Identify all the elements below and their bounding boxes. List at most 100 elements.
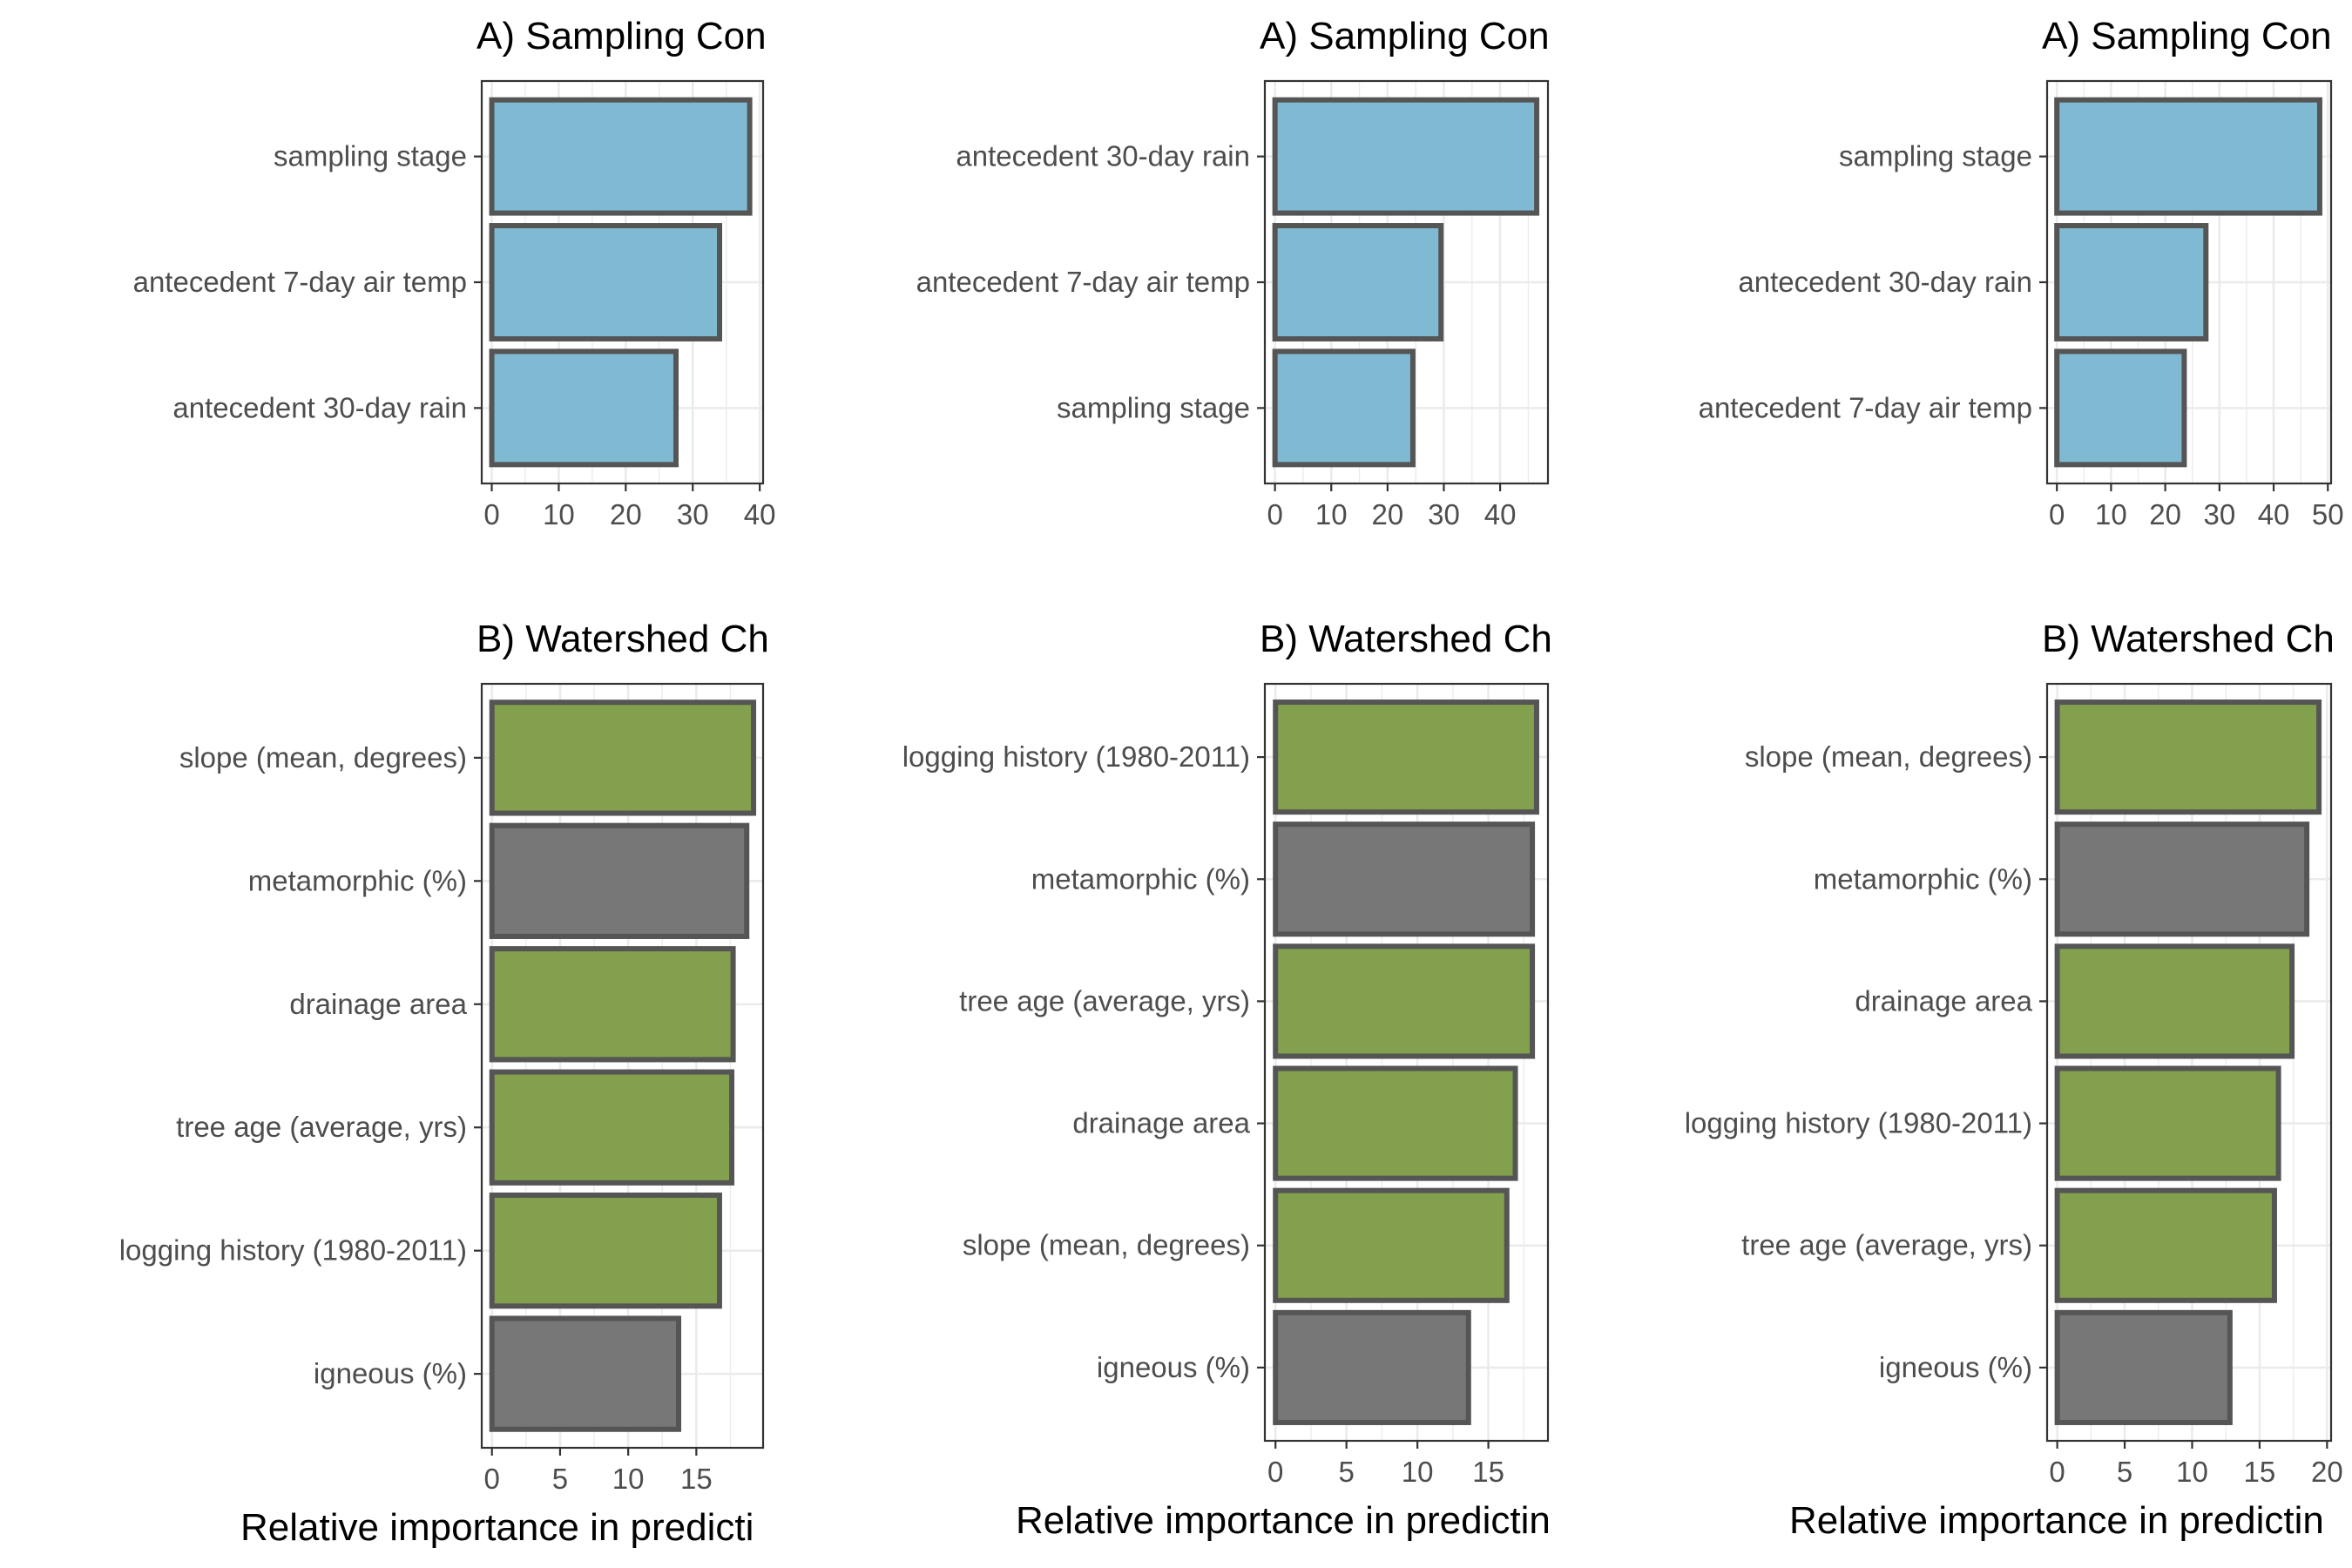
y-tick-label: slope (mean, degrees) — [963, 1229, 1250, 1261]
bar-5 — [2054, 1187, 2277, 1303]
y-tick-label: drainage area — [289, 988, 467, 1020]
y-tick-label: metamorphic (%) — [1031, 862, 1250, 895]
y-tick-label: sampling stage — [1057, 391, 1250, 423]
x-tick-label: 0 — [2049, 498, 2065, 531]
bar-1 — [1273, 700, 1539, 815]
x-axis-label: Relative importance in predictin — [1016, 1499, 1551, 1542]
x-tick-label: 30 — [677, 498, 709, 531]
x-tick-label: 30 — [1428, 498, 1460, 531]
bar-1 — [1272, 97, 1540, 216]
y-tick-label: logging history (1980-2011) — [119, 1234, 467, 1267]
x-tick-label: 20 — [2311, 1456, 2343, 1488]
bar-6 — [2054, 1309, 2233, 1425]
y-tick-label: antecedent 7-day air temp — [133, 266, 467, 298]
x-tick-label: 10 — [612, 1463, 645, 1495]
x-tick-label: 15 — [2244, 1456, 2276, 1488]
bar-3 — [2054, 943, 2295, 1059]
x-tick-label: 0 — [1267, 1456, 1283, 1488]
panel-title: A) Sampling Con — [476, 15, 767, 57]
x-tick-label: 10 — [1315, 498, 1348, 531]
y-tick-label: antecedent 7-day air temp — [916, 266, 1250, 298]
panel-border — [480, 682, 765, 1450]
panel-title: A) Sampling Con — [2042, 15, 2332, 57]
x-tick-label: 10 — [2176, 1456, 2208, 1488]
y-tick-label: igneous (%) — [314, 1357, 467, 1389]
x-tick-label: 0 — [1267, 498, 1282, 531]
y-tick-label: antecedent 30-day rain — [1738, 266, 2032, 298]
x-tick-label: 10 — [543, 498, 575, 531]
x-tick-label: 5 — [552, 1463, 568, 1495]
panel-border — [2045, 682, 2333, 1443]
bar-6 — [1273, 1309, 1471, 1425]
chart-panel-6: slope (mean, degrees) metamorphic (%) drai… — [1685, 618, 2343, 1542]
bar-4 — [2054, 1065, 2281, 1181]
x-tick-label: 10 — [2095, 498, 2127, 531]
y-tick-label: slope (mean, degrees) — [1745, 740, 2032, 773]
x-tick-label: 40 — [1484, 498, 1517, 531]
x-tick-label: 0 — [483, 498, 499, 531]
bar-5 — [489, 1193, 722, 1309]
x-tick-label: 20 — [2149, 498, 2181, 531]
bar-2 — [1272, 223, 1444, 341]
bar-3 — [1273, 943, 1536, 1059]
bar-3 — [489, 348, 679, 468]
x-tick-label: 20 — [1371, 498, 1403, 531]
bar-2 — [489, 223, 723, 341]
x-tick-label: 40 — [2258, 498, 2290, 531]
bar-5 — [1273, 1187, 1510, 1303]
bar-6 — [489, 1315, 682, 1432]
x-tick-label: 30 — [2203, 498, 2235, 531]
bar-1 — [2054, 97, 2322, 216]
y-tick-label: antecedent 7-day air temp — [1699, 391, 2032, 423]
bar-2 — [1273, 821, 1536, 937]
chart-panel-2: antecedent 30-day rain antecedent 7-day a… — [916, 15, 1550, 531]
bar-2 — [2054, 821, 2310, 937]
y-tick-label: logging history (1980-2011) — [902, 740, 1250, 773]
chart-panel-3: sampling stage antecedent 30-day rain ante… — [1699, 15, 2344, 531]
panel-title: B) Watershed Ch — [476, 618, 769, 660]
bar-2 — [2054, 223, 2209, 341]
panel-title: B) Watershed Ch — [2042, 618, 2335, 660]
y-tick-label: drainage area — [1855, 984, 2032, 1017]
bar-2 — [489, 822, 750, 939]
bar-1 — [489, 97, 753, 216]
bar-1 — [489, 700, 757, 816]
x-axis-label: Relative importance in predicti — [240, 1506, 754, 1549]
y-tick-label: metamorphic (%) — [248, 864, 467, 896]
y-tick-label: tree age (average, yrs) — [176, 1111, 467, 1143]
x-axis-label: Relative importance in predictin — [1789, 1499, 2324, 1542]
chart-panel-4: slope (mean, degrees) metamorphic (%) drai… — [119, 618, 769, 1549]
x-tick-label: 5 — [2117, 1456, 2132, 1488]
x-tick-label: 50 — [2312, 498, 2344, 531]
y-tick-label: igneous (%) — [1879, 1351, 2032, 1383]
x-tick-label: 10 — [1402, 1456, 1434, 1488]
chart-panel-5: logging history (1980-2011) metamorphic (… — [902, 618, 1552, 1542]
x-tick-label: 0 — [2049, 1456, 2065, 1488]
y-tick-label: antecedent 30-day rain — [172, 391, 467, 423]
bar-1 — [2054, 700, 2322, 815]
chart-panel-1: sampling stage antecedent 7-day air temp a… — [133, 15, 776, 531]
y-tick-label: sampling stage — [1839, 140, 2032, 172]
x-tick-label: 15 — [680, 1463, 713, 1495]
panel-title: A) Sampling Con — [1260, 15, 1550, 57]
x-tick-label: 5 — [1338, 1456, 1354, 1488]
x-tick-label: 0 — [484, 1463, 500, 1495]
x-tick-label: 20 — [610, 498, 642, 531]
bar-3 — [489, 946, 736, 1063]
x-tick-label: 15 — [1472, 1456, 1504, 1488]
y-tick-label: drainage area — [1072, 1107, 1250, 1139]
y-tick-label: tree age (average, yrs) — [1741, 1229, 2032, 1261]
x-tick-label: 40 — [744, 498, 776, 531]
panel-title: B) Watershed Ch — [1260, 618, 1552, 660]
bar-4 — [489, 1069, 735, 1186]
y-tick-label: sampling stage — [274, 140, 467, 172]
bar-3 — [2054, 348, 2187, 468]
y-tick-label: igneous (%) — [1097, 1351, 1250, 1383]
y-tick-label: slope (mean, degrees) — [179, 741, 467, 774]
bar-4 — [1273, 1065, 1518, 1181]
y-tick-label: antecedent 30-day rain — [956, 140, 1250, 172]
panel-border — [1263, 682, 1550, 1443]
y-tick-label: tree age (average, yrs) — [959, 984, 1250, 1017]
bar-3 — [1272, 348, 1416, 468]
